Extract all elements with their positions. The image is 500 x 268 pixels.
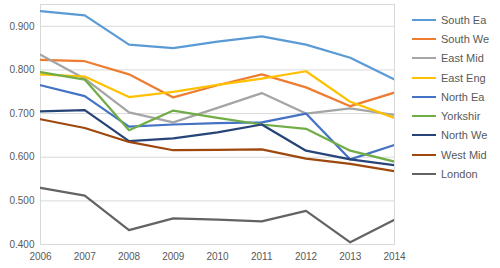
html-text:North We: North We [441,129,488,142]
html-text:South Ea: South Ea [441,13,487,26]
svg-text:2013: 2013 [339,251,362,262]
svg-text:0.500: 0.500 [9,195,34,206]
svg-text:0.400: 0.400 [9,239,34,250]
html-text:East Mid: East Mid [441,52,484,65]
html-text:South We: South We [441,32,490,45]
html-text:West Mid: West Mid [441,148,487,161]
svg-text:0.900: 0.900 [9,21,34,32]
svg-text:2008: 2008 [118,251,141,262]
svg-text:0.700: 0.700 [9,108,34,119]
svg-text:2014: 2014 [383,251,406,262]
html-text:North Ea: North Ea [441,90,485,103]
html-text:East Eng: East Eng [441,71,486,84]
svg-text:2006: 2006 [29,251,52,262]
html-text:Yorkshir: Yorkshir [441,110,481,123]
svg-text:0.800: 0.800 [9,64,34,75]
html-text:London: London [441,168,478,180]
svg-text:2010: 2010 [206,251,229,262]
svg-text:2007: 2007 [74,251,97,262]
svg-text:2009: 2009 [162,251,185,262]
svg-text:2011: 2011 [251,251,273,262]
svg-text:0.600: 0.600 [9,151,34,162]
svg-text:2012: 2012 [295,251,318,262]
